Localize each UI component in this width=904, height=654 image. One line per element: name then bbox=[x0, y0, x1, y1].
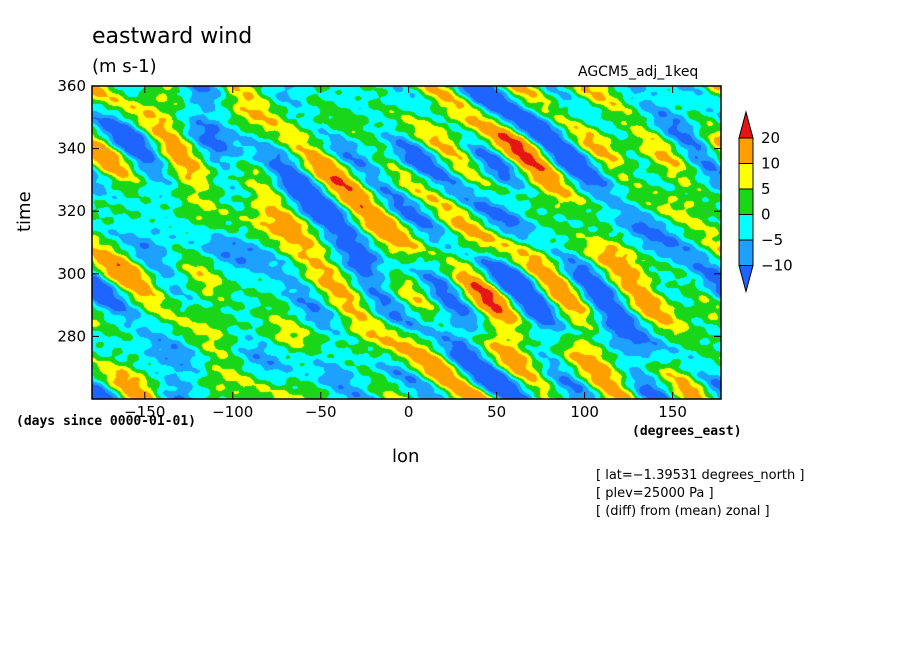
x-tick-label: 50 bbox=[487, 403, 506, 421]
chart-units: (m s-1) bbox=[92, 56, 157, 77]
x-axis-label: lon bbox=[392, 446, 420, 467]
plot-frame bbox=[91, 85, 722, 400]
colorbar-label: −5 bbox=[761, 231, 783, 249]
colorbar-extend-high bbox=[738, 110, 754, 139]
colorbar-label: 20 bbox=[761, 129, 780, 147]
chart-source: AGCM5_adj_1keq bbox=[578, 64, 699, 80]
annotation-plev: [ plev=25000 Pa ] bbox=[596, 486, 714, 501]
y-tick-label: 340 bbox=[57, 140, 86, 158]
x-tick-label: 0 bbox=[404, 403, 414, 421]
x-tick-label: 100 bbox=[570, 403, 599, 421]
x-tick-label: 150 bbox=[658, 403, 687, 421]
colorbar-extend-low bbox=[738, 265, 754, 294]
colorbar-label: 0 bbox=[761, 206, 771, 224]
annotation-lat: [ lat=−1.39531 degrees_north ] bbox=[596, 468, 805, 483]
x-tick-label: −100 bbox=[212, 403, 253, 421]
x-tick-label: −50 bbox=[305, 403, 337, 421]
colorbar-label: 10 bbox=[761, 155, 780, 173]
x-axis-units: (degrees_east) bbox=[632, 424, 742, 439]
y-axis-units: (days since 0000-01-01) bbox=[16, 414, 197, 429]
chart-title: eastward wind bbox=[92, 24, 253, 49]
y-tick-label: 280 bbox=[57, 327, 86, 345]
colorbar-segment bbox=[738, 188, 754, 215]
annotation-diff: [ (diff) from (mean) zonal ] bbox=[596, 504, 770, 519]
y-tick-label: 300 bbox=[57, 265, 86, 283]
colorbar-segment bbox=[738, 137, 754, 164]
heatmap-field bbox=[92, 86, 721, 399]
colorbar-segment bbox=[738, 239, 754, 266]
y-tick-label: 360 bbox=[57, 77, 86, 95]
y-tick-label: 320 bbox=[57, 202, 86, 220]
colorbar-label: −10 bbox=[761, 257, 793, 275]
x-tick-label: −150 bbox=[124, 403, 165, 421]
colorbar-segment bbox=[738, 163, 754, 190]
colorbar-label: 5 bbox=[761, 180, 771, 198]
colorbar-segment bbox=[738, 214, 754, 241]
